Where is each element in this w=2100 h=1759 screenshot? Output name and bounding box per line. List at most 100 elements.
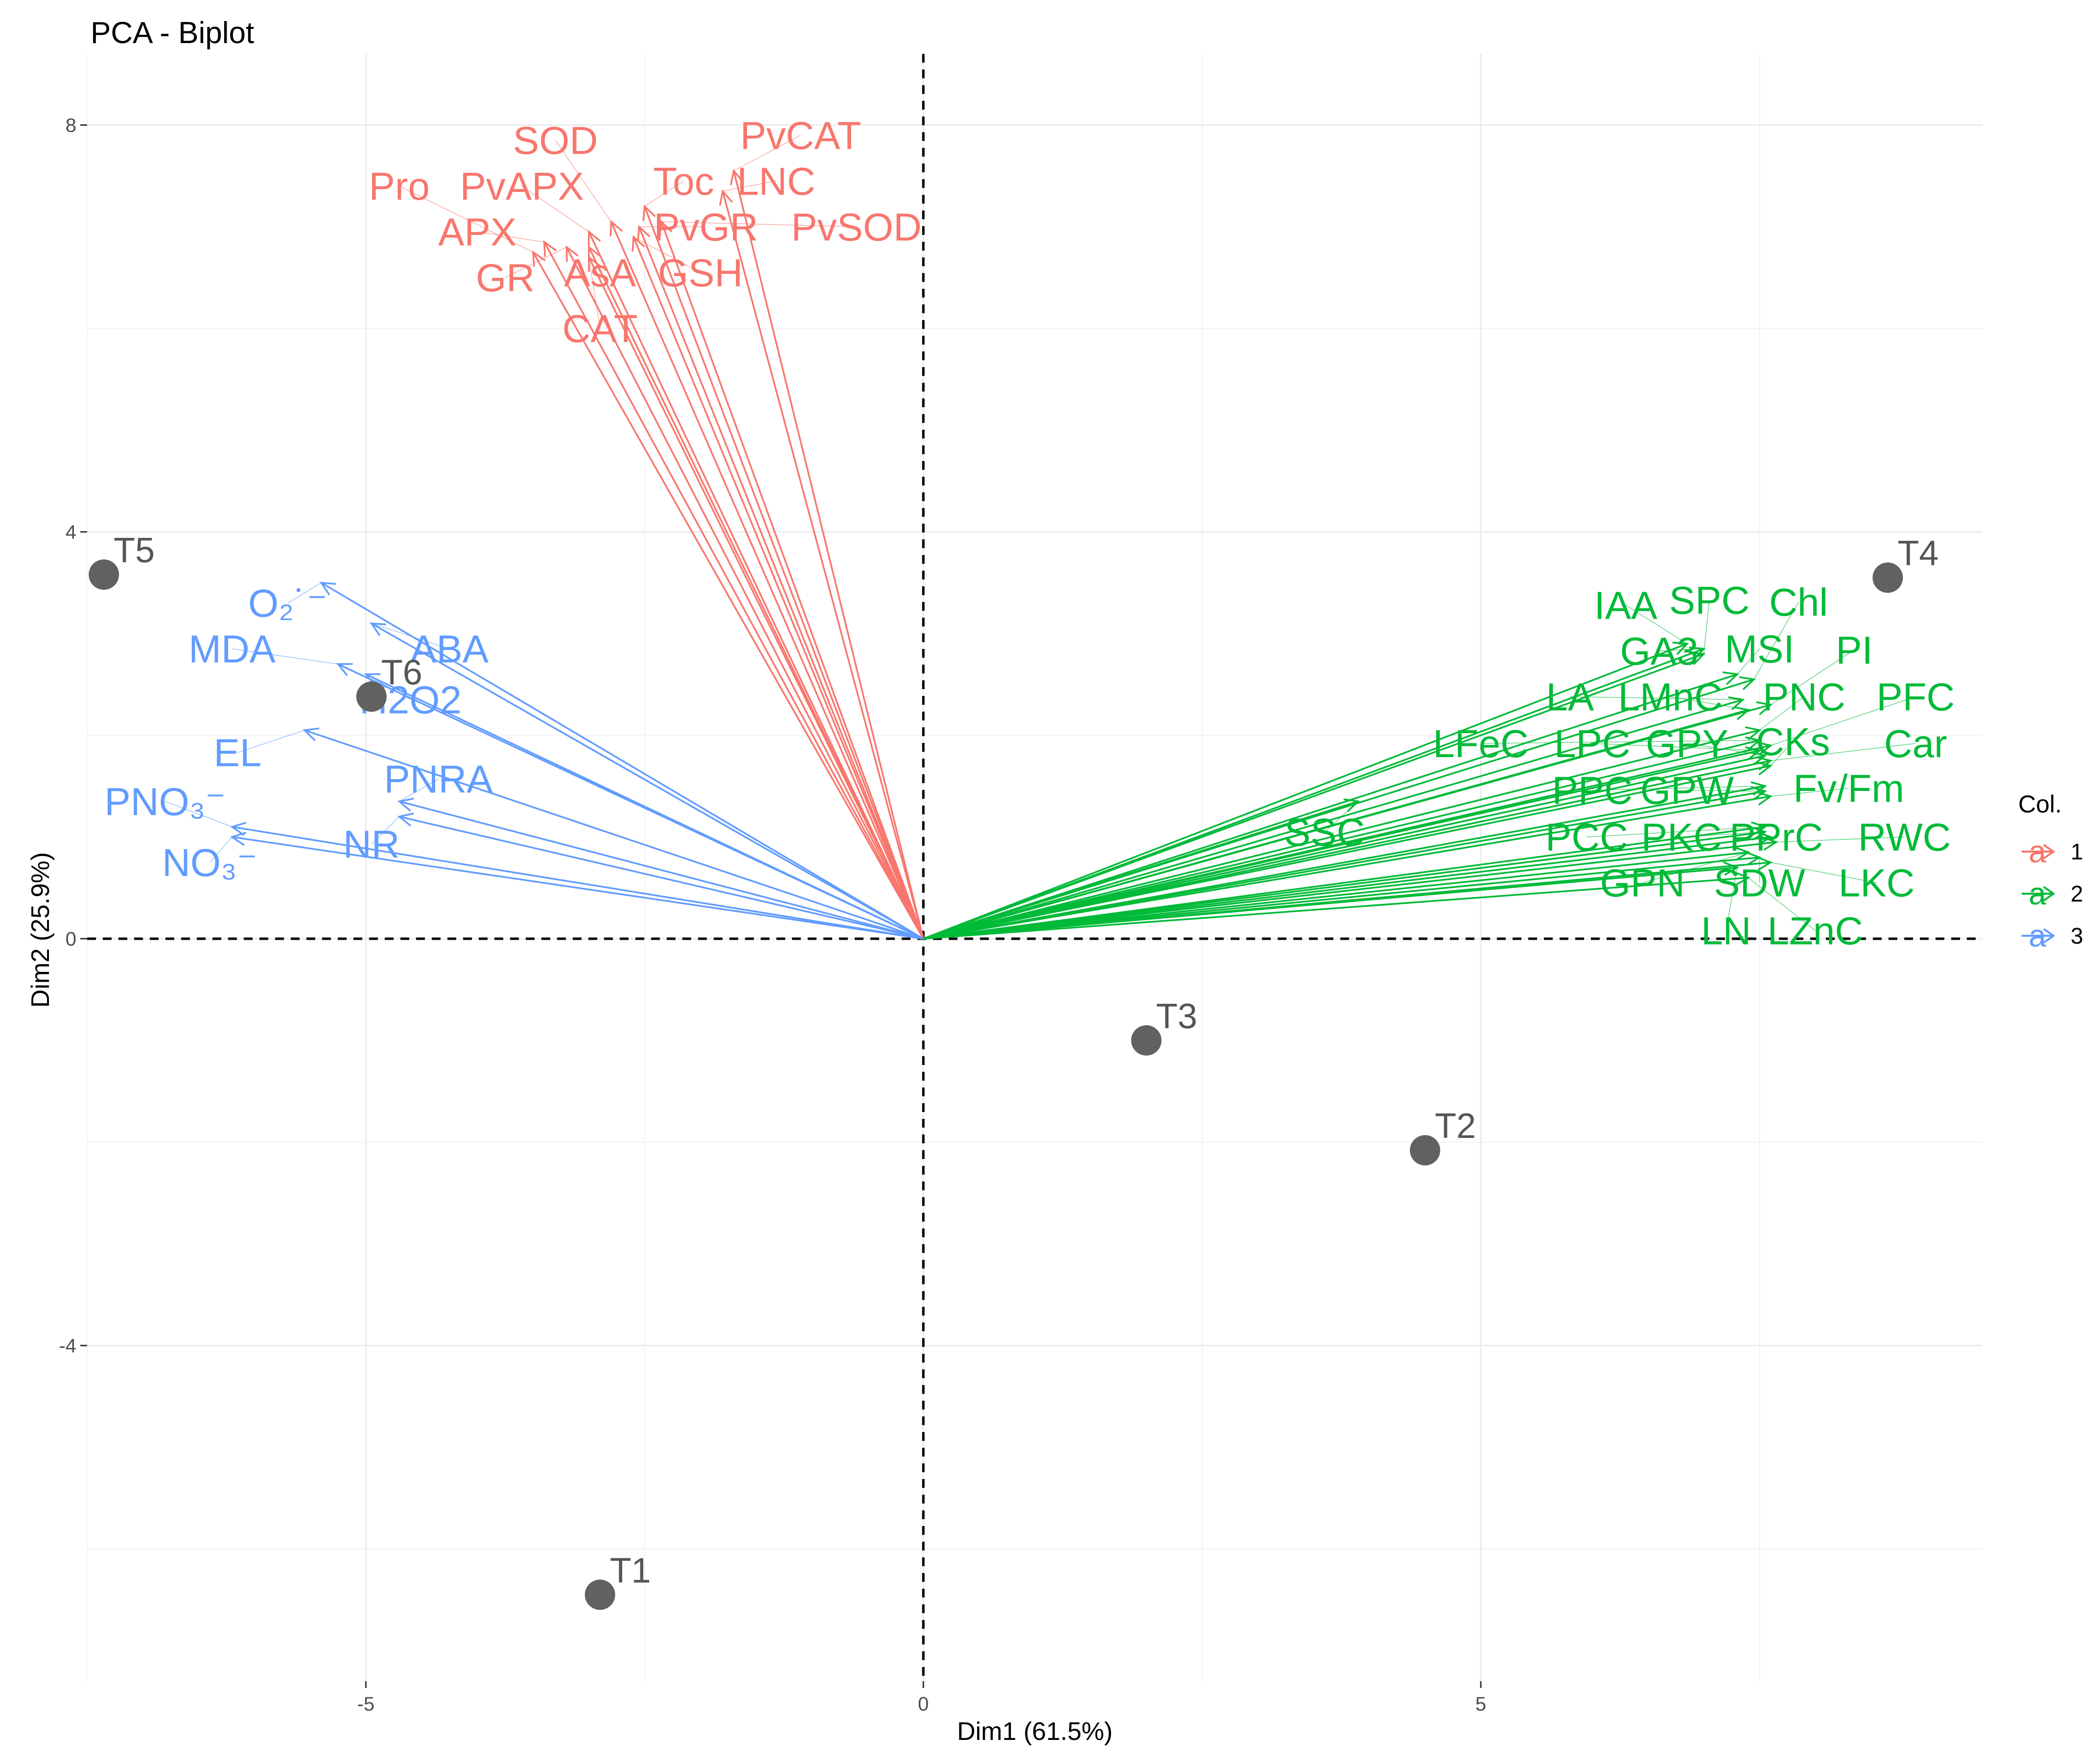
variable-arrow — [722, 191, 924, 939]
label-connector — [1481, 740, 1760, 744]
variable-label: PPC — [1552, 769, 1633, 812]
variable-arrow — [365, 673, 924, 940]
variable-label: MSI — [1725, 627, 1794, 671]
variable-arrow — [304, 729, 924, 940]
variable-label: PNO₃⁻ — [104, 780, 226, 823]
label-connector — [588, 257, 601, 329]
variable-arrow — [923, 648, 1704, 940]
individual-label: T5 — [114, 531, 155, 570]
label-connector — [1625, 604, 1687, 644]
label-connector — [521, 185, 589, 232]
y-tick-label: 4 — [66, 522, 76, 543]
variable-label: RWC — [1858, 815, 1951, 859]
variable-label: O₂˙⁻ — [248, 581, 327, 625]
variable-arrow — [644, 206, 924, 939]
label-connector — [371, 816, 400, 845]
individual-label: T3 — [1156, 997, 1197, 1036]
variable-arrow — [733, 170, 924, 939]
variable-label: APX — [438, 210, 516, 254]
variable-arrow — [923, 755, 1766, 940]
variable-label: PNC — [1763, 675, 1845, 718]
label-connector — [1703, 600, 1710, 654]
variable-label: GPW — [1640, 769, 1734, 812]
plot-panel — [87, 54, 1983, 1681]
variable-arrow — [923, 673, 1738, 940]
label-connector — [209, 836, 233, 863]
legend-title: Col. — [2018, 790, 2062, 818]
axes: -5 0 5 -4 0 4 8 — [59, 54, 1983, 1715]
variable-label: SSC — [1284, 810, 1365, 854]
variable-arrow — [532, 252, 924, 939]
label-connector — [1324, 801, 1359, 833]
chart-title: PCA - Biplot — [91, 16, 254, 50]
individual-label: T1 — [610, 1551, 651, 1590]
label-connector — [1587, 826, 1765, 837]
individual-point — [1410, 1135, 1441, 1166]
legend-key-letter: a — [2029, 876, 2046, 911]
variable-label: PNRA — [384, 758, 493, 801]
variable-arrow — [923, 877, 1749, 940]
individual-points: T1 T2 T3 T4 T5 T6 — [89, 531, 1938, 1610]
variable-arrow — [638, 226, 924, 939]
legend-key-letter: a — [2029, 834, 2046, 869]
legend-key-arrowhead — [2043, 928, 2055, 944]
label-connector — [1771, 862, 1877, 883]
label-connector — [644, 181, 684, 207]
y-tick-label: 0 — [66, 928, 76, 950]
variable-label: LNC — [737, 160, 816, 203]
variable-label: EL — [214, 731, 262, 775]
variable-arrow — [923, 841, 1776, 940]
legend-entry-label: 1 — [2071, 839, 2083, 864]
variable-label: LZnC — [1768, 909, 1864, 952]
label-connector — [1681, 832, 1765, 837]
variable-label: GSH — [658, 251, 743, 295]
variable-arrow — [923, 643, 1688, 940]
variable-label: PKC — [1641, 815, 1722, 859]
variable-label: IAA — [1594, 583, 1658, 627]
variable-labels: SOD PvCAT Pro PvAPX Toc LNC APX PvGR PvSOD GR AsA G… — [104, 114, 1955, 952]
variable-label: Pro — [369, 164, 430, 208]
variable-label: PvGR — [653, 205, 758, 249]
variable-arrow — [399, 815, 924, 940]
variable-label: CKs — [1756, 720, 1830, 764]
variable-label: SOD — [513, 119, 598, 162]
label-connector — [1570, 696, 1743, 700]
legend-key-letter: a — [2029, 918, 2046, 953]
variable-label: CAT — [562, 307, 638, 350]
variable-label: PCC — [1545, 815, 1628, 859]
variable-arrow — [543, 241, 924, 939]
label-connector — [1687, 743, 1765, 756]
label-connector — [1776, 836, 1905, 843]
legend-key-arrowhead — [2043, 886, 2055, 902]
label-connector — [588, 247, 601, 273]
variable-arrow — [923, 760, 1771, 940]
variable-arrow — [588, 231, 924, 939]
individual-point — [356, 681, 387, 712]
variable-label: LKC — [1839, 861, 1915, 905]
label-connector — [723, 181, 776, 192]
y-tick-label: -4 — [59, 1335, 76, 1357]
variable-label: Car — [1884, 722, 1947, 765]
individual-point — [584, 1579, 615, 1610]
variable-arrow — [923, 749, 1760, 940]
variable-arrow — [923, 836, 1771, 940]
label-connector — [1770, 649, 1855, 705]
label-connector — [555, 140, 612, 222]
variable-label: NR — [343, 823, 400, 866]
legend-key-arrowhead — [2043, 844, 2055, 859]
label-connector — [366, 674, 411, 700]
label-connector — [1771, 743, 1916, 762]
variable-arrow — [232, 826, 924, 940]
label-connector — [399, 779, 439, 802]
variable-label: NO₃⁻ — [162, 841, 257, 884]
variable-label: LPC — [1554, 722, 1631, 765]
label-connector — [1771, 696, 1916, 746]
variable-label: SDW — [1714, 861, 1805, 905]
variable-arrow — [923, 729, 1760, 940]
variable-label: PI — [1836, 628, 1873, 672]
variable-label: GPY — [1646, 722, 1728, 765]
label-connector — [733, 135, 801, 171]
variable-label: Toc — [653, 160, 714, 203]
variable-label: PPrC — [1729, 815, 1823, 859]
label-connector — [1659, 648, 1704, 651]
